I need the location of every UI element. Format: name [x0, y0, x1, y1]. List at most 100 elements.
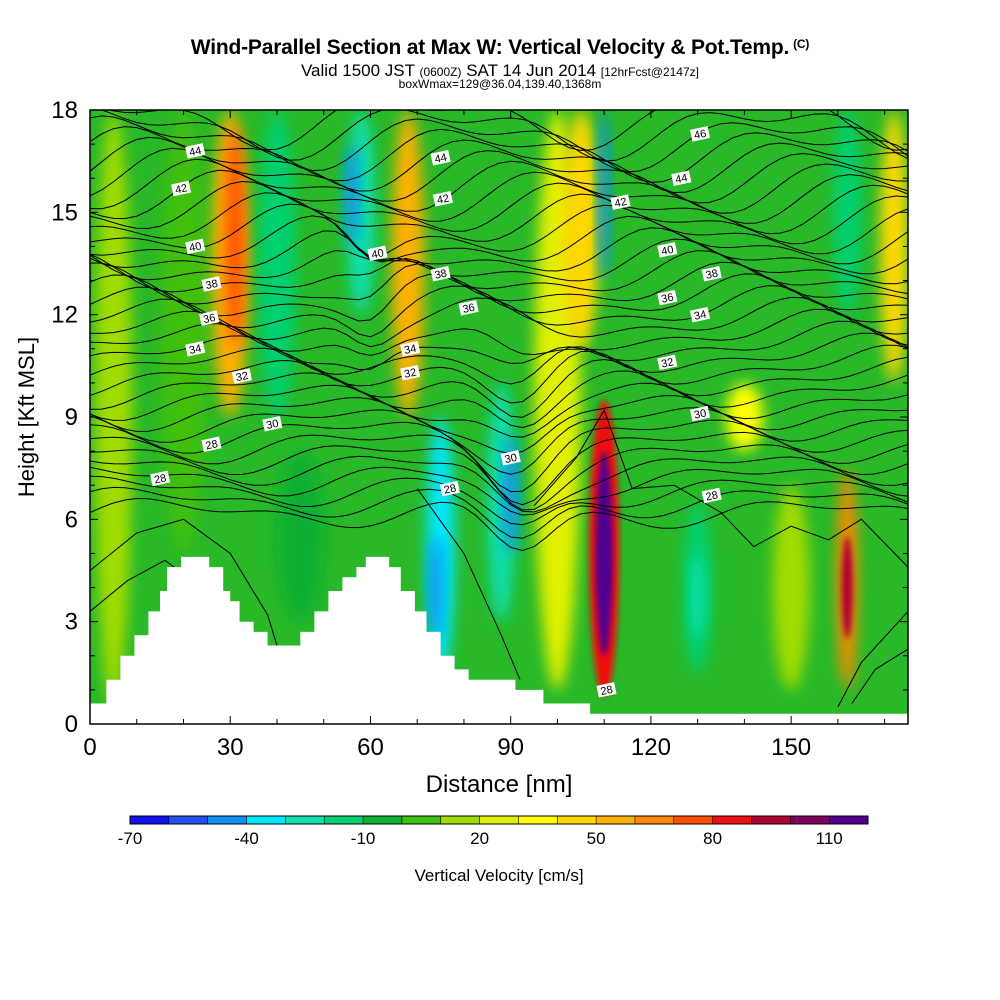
contour-label-text: 38: [705, 268, 719, 282]
x-tick-label: 120: [631, 734, 671, 761]
contour-label-box: [657, 242, 678, 258]
contour-label-box: [657, 354, 678, 371]
theta-contour: [90, 136, 908, 194]
contour-label: 34: [185, 341, 206, 357]
velocity-cell: [344, 144, 359, 247]
contour-label-box: [150, 470, 171, 487]
contour-label-box: [231, 368, 252, 384]
chart-title: Wind-Parallel Section at Max W: Vertical…: [0, 36, 1000, 60]
contour-label: 44: [430, 150, 451, 166]
chart-title-text: Wind-Parallel Section at Max W: Vertical…: [190, 36, 790, 59]
colorbar-swatch: [285, 816, 325, 824]
contour-label: 40: [367, 245, 388, 262]
y-tick-label: 6: [65, 506, 78, 533]
theta-contour: [90, 431, 908, 506]
copyright-mark: (C): [793, 37, 810, 51]
theta-contour: [90, 126, 908, 183]
colorbar-swatch: [634, 816, 675, 824]
theta-contour: [90, 466, 908, 516]
theta-contour-28: [533, 409, 908, 568]
contour-label-box: [367, 245, 388, 262]
colorbar-swatch: [246, 816, 286, 824]
velocity-cell: [690, 553, 705, 639]
contour-label: 32: [231, 368, 252, 384]
contour-label: 36: [199, 310, 220, 326]
theta-contour-28: [416, 488, 521, 680]
contour-label-box: [500, 450, 521, 466]
contour-label: 30: [689, 405, 711, 422]
contour-label-text: 38: [434, 268, 448, 282]
contour-label-text: 28: [599, 684, 613, 698]
contour-label: 30: [500, 450, 521, 466]
theta-contour: [90, 285, 908, 338]
theta-contour: [90, 115, 908, 173]
colorbar-swatch: [673, 816, 714, 824]
contour-label-text: 36: [660, 291, 674, 305]
theta-contours: [90, 110, 908, 708]
valid-date: SAT 14 Jun 2014: [466, 61, 597, 80]
y-axis-label: Height [Kft MSL]: [14, 337, 39, 497]
contour-label-text: 34: [188, 343, 202, 357]
velocity-cell: [725, 382, 764, 452]
theta-contour: [100, 110, 908, 162]
contour-label: 34: [689, 306, 711, 323]
contour-label: 36: [458, 300, 479, 316]
colorbar-swatch: [440, 816, 480, 824]
contour-label-text: 40: [370, 247, 384, 261]
forecast-info: [12hrFcst@2147z]: [600, 65, 699, 79]
theta-contour: [90, 238, 908, 285]
theta-contour: [90, 169, 908, 224]
theta-contour: [90, 475, 908, 526]
theta-contour-28: [851, 648, 908, 704]
contour-label-text: 46: [693, 128, 707, 142]
contour-label: 42: [432, 190, 453, 207]
velocity-cell: [599, 519, 609, 605]
contour-label: 46: [689, 126, 711, 142]
contour-label-text: 40: [188, 240, 202, 254]
velocity-cell: [562, 110, 600, 349]
contour-label-box: [262, 416, 283, 432]
contour-label: 32: [657, 354, 678, 371]
contour-label-box: [701, 487, 722, 504]
box-max-info: boxWmax=129@36.04,139.40,1368m: [398, 77, 602, 91]
theta-contour: [90, 356, 908, 418]
colorbar-swatch: [130, 816, 170, 824]
contour-label-text: 42: [613, 196, 627, 210]
velocity-cell: [276, 451, 324, 622]
colorbar-tick-label: 50: [587, 829, 606, 848]
contour-label-box: [657, 289, 678, 306]
contour-label-text: 32: [660, 356, 674, 370]
theta-contour: [90, 394, 908, 455]
contour-label: 38: [430, 265, 451, 282]
contour-label-text: 30: [693, 407, 707, 421]
contour-label-text: 32: [403, 367, 417, 381]
theta-contour: [90, 147, 908, 204]
contour-label-box: [400, 364, 421, 381]
colorbar-swatch: [324, 816, 364, 824]
contour-label: 28: [201, 436, 222, 452]
colorbar-tick-label: 20: [470, 829, 489, 848]
x-axis-label: Distance [nm]: [426, 771, 573, 798]
contour-label: 42: [171, 180, 192, 197]
y-tick-label: 0: [65, 711, 78, 738]
y-tick-label: 18: [51, 97, 78, 124]
contour-label-text: 34: [693, 309, 707, 323]
contour-label: 28: [150, 470, 171, 487]
contour-label-text: 36: [462, 302, 476, 316]
contour-label-box: [610, 194, 631, 210]
contour-label-text: 30: [265, 418, 279, 432]
contour-label: 44: [185, 143, 206, 159]
x-tick-label: 30: [217, 734, 244, 761]
contour-label-box: [689, 306, 711, 323]
theta-contour: [90, 486, 908, 539]
contour-label-text: 44: [188, 145, 202, 159]
contour-label-box: [185, 238, 206, 255]
plot-area: 44 42 40 38 36 34 32 30 28 28 44 42 40 38 36 34 32 30 28 46…: [90, 110, 908, 724]
contour-label-box: [199, 310, 220, 326]
contour-label-box: [400, 341, 421, 357]
contour-label-text: 32: [235, 370, 249, 384]
contour-label: 34: [400, 341, 421, 357]
theta-contour: [90, 215, 908, 265]
velocity-cell: [94, 110, 133, 707]
